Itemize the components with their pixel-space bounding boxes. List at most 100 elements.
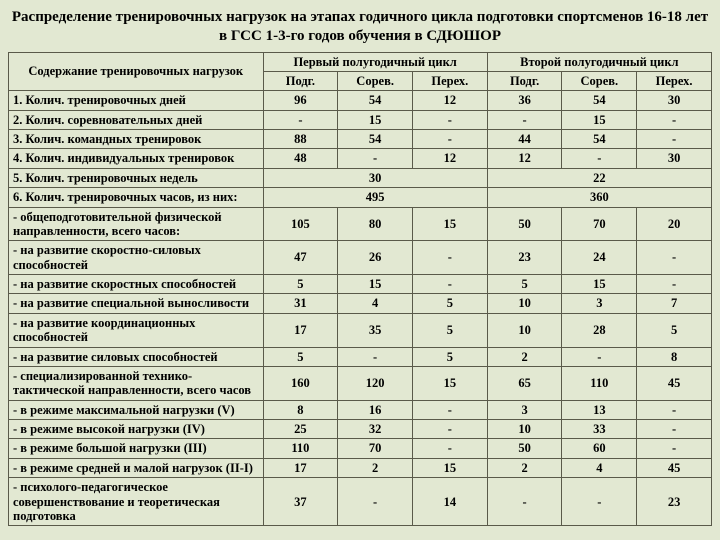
col-sub: Сорев.	[338, 71, 413, 90]
row-value: 105	[263, 207, 338, 241]
row-value: 5	[413, 294, 488, 313]
row-label: 1. Колич. тренировочных дней	[9, 91, 264, 110]
col-cycle1: Первый полугодичный цикл	[263, 52, 487, 71]
table-row: - на развитие специальной выносливости 31…	[9, 294, 712, 313]
row-value: 110	[263, 439, 338, 458]
row-value: -	[413, 420, 488, 439]
table-header: Содержание тренировочных нагрузок Первый…	[9, 52, 712, 91]
row-value: 10	[487, 294, 562, 313]
row-value: 15	[338, 110, 413, 129]
row-value: 15	[562, 110, 637, 129]
row-value: 23	[487, 241, 562, 275]
row-value: 54	[338, 130, 413, 149]
row-value: 16	[338, 400, 413, 419]
table-row: - в режиме максимальной нагрузки (V)816-…	[9, 400, 712, 419]
row-value: 15	[413, 207, 488, 241]
row-value: -	[487, 110, 562, 129]
table-row: 2. Колич. соревновательных дней-15--15-	[9, 110, 712, 129]
row-value: 8	[637, 347, 712, 366]
table-row: - в режиме высокой нагрузки (IV)2532-103…	[9, 420, 712, 439]
table-row: - общеподготовительной физической направ…	[9, 207, 712, 241]
row-label: - общеподготовительной физической направ…	[9, 207, 264, 241]
row-value: 48	[263, 149, 338, 168]
row-label: - психолого-педагогическое совершенствов…	[9, 478, 264, 526]
row-label: - в режиме большой нагрузки (III)	[9, 439, 264, 458]
row-value: 10	[487, 420, 562, 439]
row-label: - на развитие специальной выносливости	[9, 294, 264, 313]
row-value: 160	[263, 366, 338, 400]
table-row: 1. Колич. тренировочных дней965412365430	[9, 91, 712, 110]
row-value: 44	[487, 130, 562, 149]
row-label: - специализированной технико-тактической…	[9, 366, 264, 400]
row-value: 26	[338, 241, 413, 275]
table-row: - психолого-педагогическое совершенствов…	[9, 478, 712, 526]
row-value: 80	[338, 207, 413, 241]
row-value: 3	[562, 294, 637, 313]
row-value-merged: 22	[487, 168, 711, 187]
row-value: 15	[413, 458, 488, 477]
page-title: Распределение тренировочных нагрузок на …	[8, 8, 712, 46]
row-value-merged: 30	[263, 168, 487, 187]
table-row: - в режиме средней и малой нагрузок (II-…	[9, 458, 712, 477]
row-value: 47	[263, 241, 338, 275]
row-value: 45	[637, 458, 712, 477]
row-value: 12	[487, 149, 562, 168]
col-cycle2: Второй полугодичный цикл	[487, 52, 711, 71]
row-label: 6. Колич. тренировочных часов, из них:	[9, 188, 264, 207]
row-value: 5	[413, 347, 488, 366]
row-value: 13	[562, 400, 637, 419]
row-value: 110	[562, 366, 637, 400]
row-value: 5	[637, 313, 712, 347]
col-sub: Перех.	[637, 71, 712, 90]
row-value: 33	[562, 420, 637, 439]
row-value: 5	[263, 347, 338, 366]
row-value: -	[487, 478, 562, 526]
row-value: 7	[637, 294, 712, 313]
table-row: - в режиме большой нагрузки (III)11070-5…	[9, 439, 712, 458]
table-row: - на развитие скоростно-силовых способно…	[9, 241, 712, 275]
row-value: -	[637, 130, 712, 149]
row-value: -	[263, 110, 338, 129]
table-row: - на развитие скоростных способностей515…	[9, 275, 712, 294]
row-value: -	[562, 478, 637, 526]
row-value: 23	[637, 478, 712, 526]
row-value-merged: 495	[263, 188, 487, 207]
table-row: 3. Колич. командных тренировок8854-4454-	[9, 130, 712, 149]
row-label: - в режиме максимальной нагрузки (V)	[9, 400, 264, 419]
row-label: 4. Колич. индивидуальных тренировок	[9, 149, 264, 168]
row-value: 120	[338, 366, 413, 400]
row-label: 5. Колич. тренировочных недель	[9, 168, 264, 187]
row-value: 12	[413, 149, 488, 168]
row-value-merged: 360	[487, 188, 711, 207]
row-value: 4	[562, 458, 637, 477]
row-label: 2. Колич. соревновательных дней	[9, 110, 264, 129]
row-value: 54	[338, 91, 413, 110]
row-label: - на развитие скоростных способностей	[9, 275, 264, 294]
row-value: 2	[338, 458, 413, 477]
row-value: 88	[263, 130, 338, 149]
row-value: -	[637, 400, 712, 419]
row-value: 35	[338, 313, 413, 347]
row-value: -	[562, 347, 637, 366]
row-value: 28	[562, 313, 637, 347]
row-value: -	[637, 275, 712, 294]
row-value: 50	[487, 207, 562, 241]
row-value: 36	[487, 91, 562, 110]
row-value: 5	[413, 313, 488, 347]
row-value: 30	[637, 149, 712, 168]
row-value: 70	[338, 439, 413, 458]
row-value: 2	[487, 347, 562, 366]
row-value: -	[413, 439, 488, 458]
row-value: -	[413, 130, 488, 149]
row-value: 54	[562, 91, 637, 110]
row-value: 17	[263, 313, 338, 347]
col-content: Содержание тренировочных нагрузок	[9, 52, 264, 91]
row-value: 5	[263, 275, 338, 294]
row-value: 2	[487, 458, 562, 477]
row-label: - на развитие координационных способност…	[9, 313, 264, 347]
col-sub: Сорев.	[562, 71, 637, 90]
row-value: -	[637, 110, 712, 129]
row-value: 3	[487, 400, 562, 419]
table-row: - специализированной технико-тактической…	[9, 366, 712, 400]
row-value: 12	[413, 91, 488, 110]
